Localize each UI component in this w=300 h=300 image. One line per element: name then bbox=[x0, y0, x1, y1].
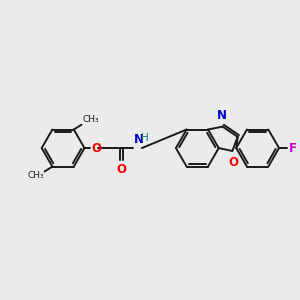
Text: N: N bbox=[217, 109, 226, 122]
Text: O: O bbox=[91, 142, 101, 154]
Text: H: H bbox=[141, 133, 149, 143]
Text: CH₃: CH₃ bbox=[82, 115, 99, 124]
Text: N: N bbox=[134, 133, 144, 146]
Text: O: O bbox=[116, 163, 126, 176]
Text: F: F bbox=[289, 142, 297, 154]
Text: O: O bbox=[228, 156, 238, 169]
Text: CH₃: CH₃ bbox=[27, 172, 44, 181]
